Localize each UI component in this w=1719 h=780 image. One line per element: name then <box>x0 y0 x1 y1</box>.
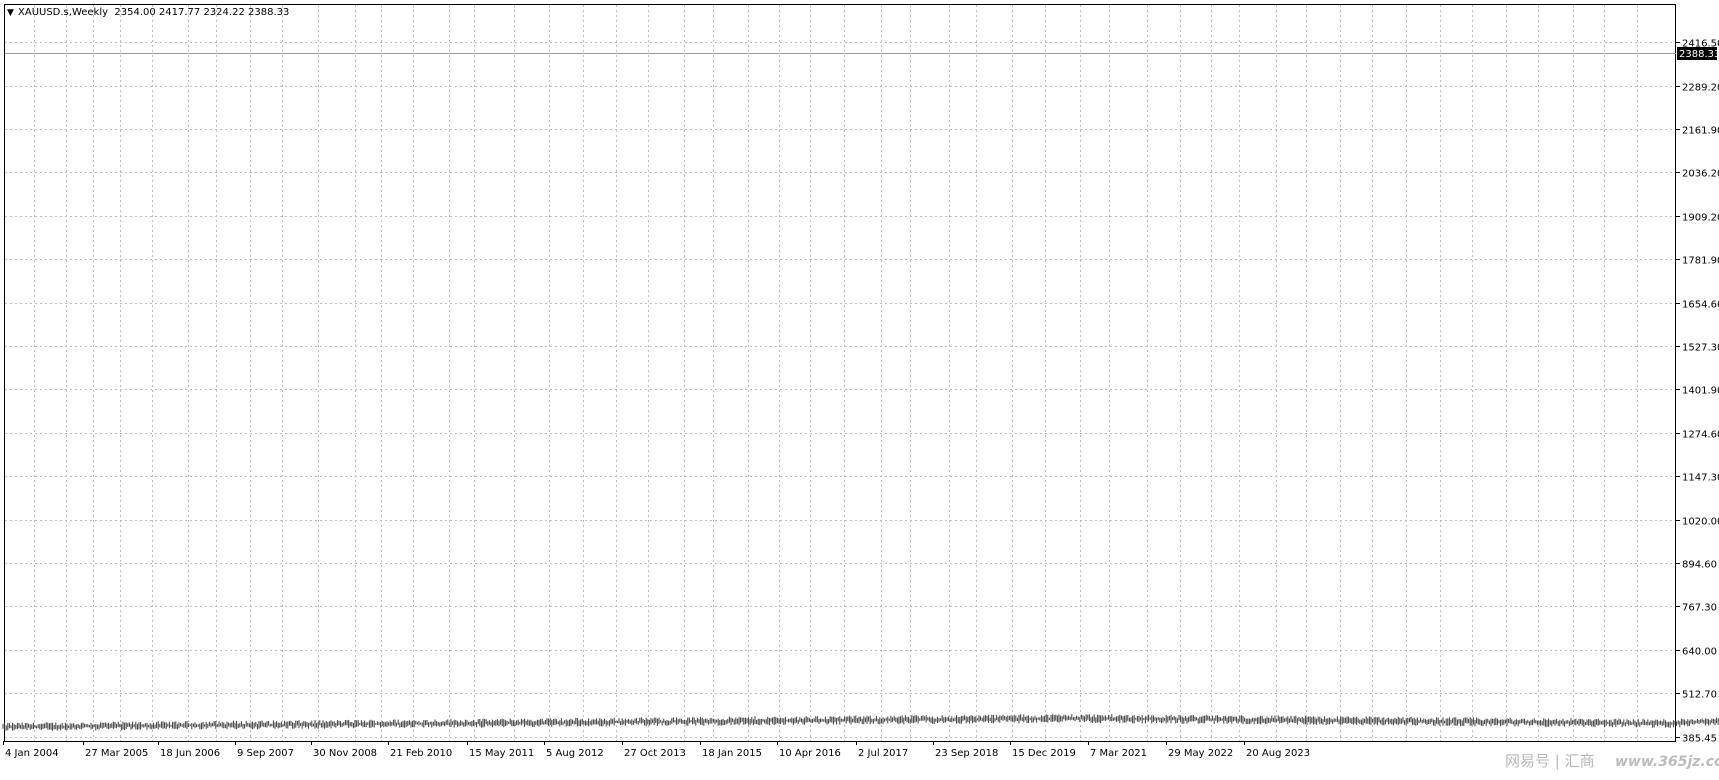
x-tick-label: 18 Jun 2006 <box>160 748 220 759</box>
x-tick-label: 7 Mar 2021 <box>1090 748 1147 759</box>
x-tick-label: 27 Mar 2005 <box>85 748 148 759</box>
y-tick-label: 1147.30 <box>1682 473 1719 484</box>
current-price-tag <box>1677 47 1717 60</box>
y-tick-label: 640.00 <box>1682 647 1717 658</box>
grid <box>5 5 1676 741</box>
axes: 2416.50 2289.20 2161.90 2036.20 1909.20 1781.… <box>3 39 1719 759</box>
dropdown-triangle-icon[interactable]: ▼ <box>7 8 14 18</box>
x-tick-label: 27 Oct 2013 <box>624 748 686 759</box>
x-tick-label: 30 Nov 2008 <box>313 748 377 759</box>
x-tick-label: 23 Sep 2018 <box>935 748 998 759</box>
current-price-label: 2388.33 <box>1679 49 1719 60</box>
x-tick-label: 5 Aug 2012 <box>546 748 604 759</box>
y-tick-label: 1274.60 <box>1682 430 1719 441</box>
y-tick-label: 2036.20 <box>1682 169 1719 180</box>
y-tick-label: 385.45 <box>1682 734 1717 745</box>
y-tick-label: 894.60 <box>1682 560 1717 571</box>
x-tick-label: 20 Aug 2023 <box>1246 748 1310 759</box>
y-tick-label: 2416.50 <box>1682 39 1719 50</box>
y-tick-label: 1527.30 <box>1682 343 1719 354</box>
x-tick-label: 18 Jan 2015 <box>702 748 762 759</box>
series <box>2 714 1719 731</box>
x-tick-label: 4 Jan 2004 <box>5 748 59 759</box>
x-tick-label: 15 Dec 2019 <box>1012 748 1076 759</box>
x-tick-label: 29 May 2022 <box>1168 748 1233 759</box>
symbol-info: XAUUSD.s,Weekly 2354.00 2417.77 2324.22 … <box>18 7 289 18</box>
x-tick-label: 21 Feb 2010 <box>390 748 452 759</box>
x-tick-label: 10 Apr 2016 <box>779 748 841 759</box>
y-tick-label: 1781.90 <box>1682 256 1719 267</box>
y-tick-label: 512.70 <box>1682 690 1717 701</box>
plot-frame <box>4 4 1676 742</box>
y-tick-label: 1401.90 <box>1682 386 1719 397</box>
x-tick-label: 2 Jul 2017 <box>858 748 908 759</box>
y-tick-label: 1909.20 <box>1682 213 1719 224</box>
y-tick-label: 2289.20 <box>1682 83 1719 94</box>
y-tick-label: 2161.90 <box>1682 126 1719 137</box>
watermark-right: www.365jz.com <box>1615 754 1719 770</box>
y-tick-label: 1654.60 <box>1682 300 1719 311</box>
y-tick-label: 767.30 <box>1682 603 1717 614</box>
y-tick-label: 1020.00 <box>1682 517 1719 528</box>
price-series <box>2 714 1719 731</box>
x-tick-label: 9 Sep 2007 <box>237 748 294 759</box>
watermark-left: 网易号 | 汇商 <box>1505 752 1595 770</box>
x-tick-label: 15 May 2011 <box>469 748 534 759</box>
